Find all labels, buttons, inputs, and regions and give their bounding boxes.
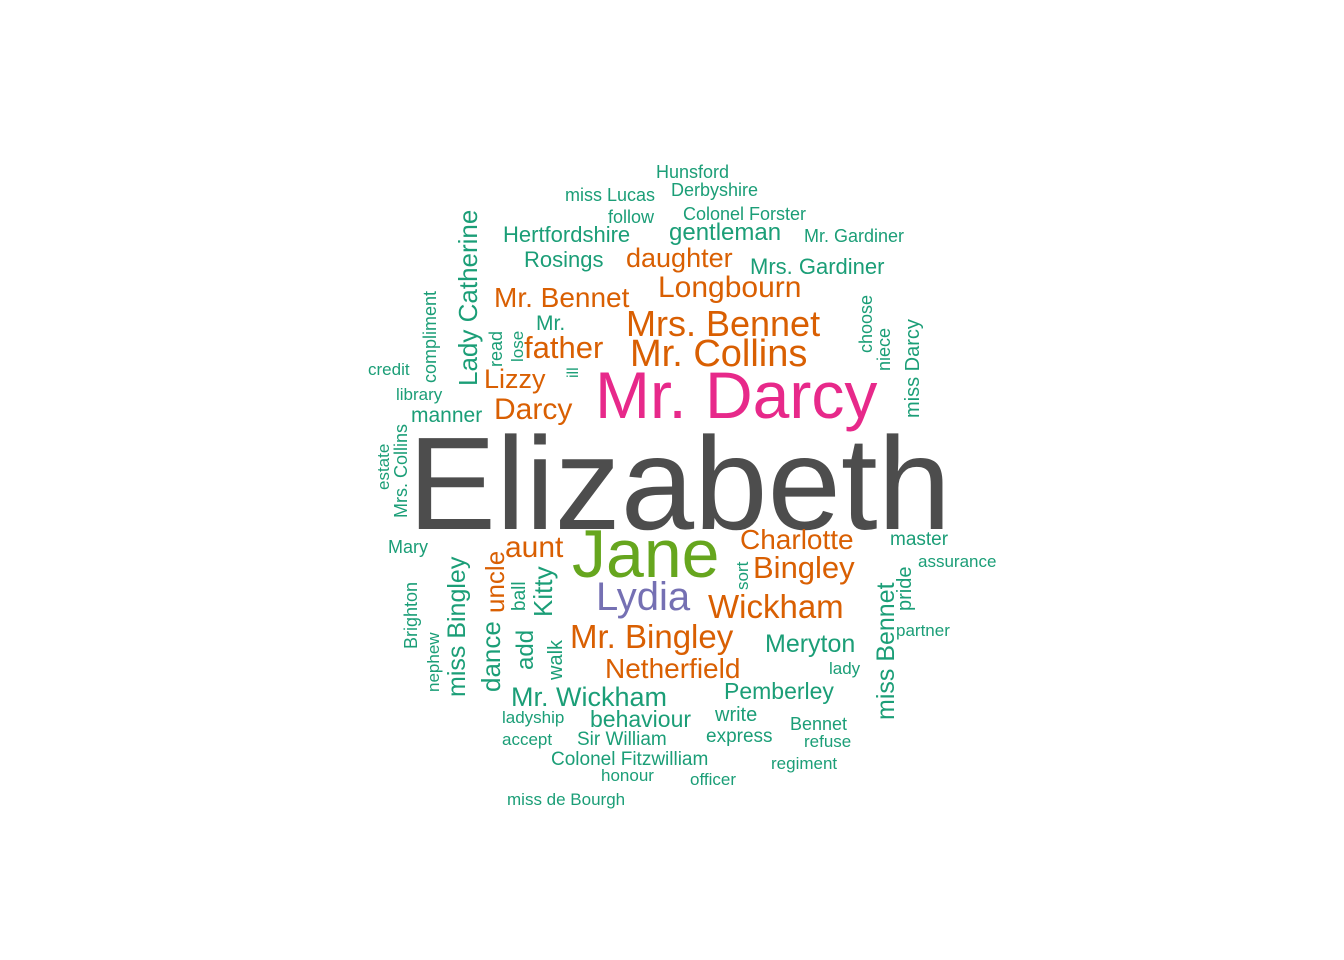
word-mr-bingley: Mr. Bingley: [570, 618, 734, 655]
word-colonel-fitzwilliam: Colonel Fitzwilliam: [551, 749, 709, 770]
word-manner: manner: [411, 404, 483, 427]
word-mr-bennet: Mr. Bennet: [494, 282, 630, 313]
word-ill: ill: [565, 367, 582, 378]
word-miss-bingley: miss Bingley: [443, 556, 471, 697]
word-mr-wickham: Mr. Wickham: [511, 682, 668, 712]
word-mrs-collins: Mrs. Collins: [391, 423, 411, 518]
word-honour: honour: [601, 766, 654, 785]
word-uncle: uncle: [480, 550, 510, 613]
word-mr-gardiner: Mr. Gardiner: [804, 226, 905, 246]
word-follow: follow: [608, 207, 655, 227]
word-credit: credit: [368, 360, 410, 379]
word-longbourn: Longbourn: [658, 271, 802, 304]
word-daughter: daughter: [626, 243, 733, 273]
word-lizzy: Lizzy: [484, 364, 546, 394]
word-nephew: nephew: [424, 632, 443, 692]
word-darcy: Darcy: [494, 393, 573, 426]
word-estate: estate: [374, 443, 393, 490]
word-wickham: Wickham: [708, 588, 844, 625]
word-gentleman: gentleman: [669, 219, 782, 246]
word-behaviour: behaviour: [590, 706, 692, 732]
word-officer: officer: [690, 770, 736, 789]
word-lady: lady: [829, 659, 861, 678]
word-meryton: Meryton: [765, 630, 856, 658]
word-write: write: [715, 704, 758, 726]
word-regiment: regiment: [771, 754, 838, 773]
word-read: read: [486, 330, 506, 367]
word-accept: accept: [502, 730, 553, 749]
word-dance: dance: [476, 621, 506, 692]
word-library: library: [396, 385, 443, 404]
word-choose: choose: [856, 294, 876, 353]
word-pemberley: Pemberley: [724, 678, 834, 704]
word-sort: sort: [733, 561, 752, 590]
word-pride: pride: [894, 566, 916, 611]
word-mrs-gardiner: Mrs. Gardiner: [750, 254, 885, 279]
word-mr: Mr.: [536, 312, 566, 335]
word-elizabeth: Elizabeth: [408, 410, 952, 557]
word-rosings: Rosings: [524, 247, 604, 272]
word-lose: lose: [508, 330, 527, 362]
word-walk: walk: [545, 639, 567, 680]
word-refuse: refuse: [804, 732, 852, 751]
word-mr-darcy: Mr. Darcy: [595, 358, 878, 432]
word-lady-catherine: Lady Catherine: [453, 209, 483, 386]
word-lydia: Lydia: [596, 575, 691, 619]
word-hunsford: Hunsford: [656, 162, 730, 182]
word-compliment: compliment: [420, 290, 440, 383]
word-ball: ball: [509, 581, 530, 611]
word-derbyshire: Derbyshire: [671, 180, 759, 200]
word-kitty: Kitty: [528, 566, 558, 617]
word-miss-lucas: miss Lucas: [565, 185, 656, 205]
word-sir-william: Sir William: [577, 729, 667, 750]
word-assurance: assurance: [918, 552, 997, 571]
word-add: add: [512, 629, 539, 670]
word-hertfordshire: Hertfordshire: [503, 222, 631, 247]
word-colonel-forster: Colonel Forster: [683, 204, 807, 224]
word-jane: Jane: [572, 516, 720, 592]
word-aunt: aunt: [505, 531, 564, 564]
word-mary: Mary: [388, 537, 428, 557]
word-bennet: Bennet: [790, 714, 848, 734]
word-master: master: [890, 529, 949, 550]
word-charlotte: Charlotte: [740, 524, 854, 555]
word-miss-darcy: miss Darcy: [902, 319, 924, 418]
word-miss-de-bourgh: miss de Bourgh: [507, 790, 626, 809]
word-express: express: [706, 726, 773, 747]
word-mr-collins: Mr. Collins: [630, 333, 808, 375]
word-niece: niece: [874, 327, 894, 371]
word-bingley: Bingley: [753, 550, 855, 585]
word-mrs-bennet: Mrs. Bennet: [626, 303, 821, 344]
word-father: father: [524, 330, 604, 365]
word-brighton: Brighton: [401, 581, 421, 649]
word-netherfield: Netherfield: [605, 653, 741, 684]
word-ladyship: ladyship: [502, 708, 565, 727]
word-partner: partner: [896, 621, 950, 640]
